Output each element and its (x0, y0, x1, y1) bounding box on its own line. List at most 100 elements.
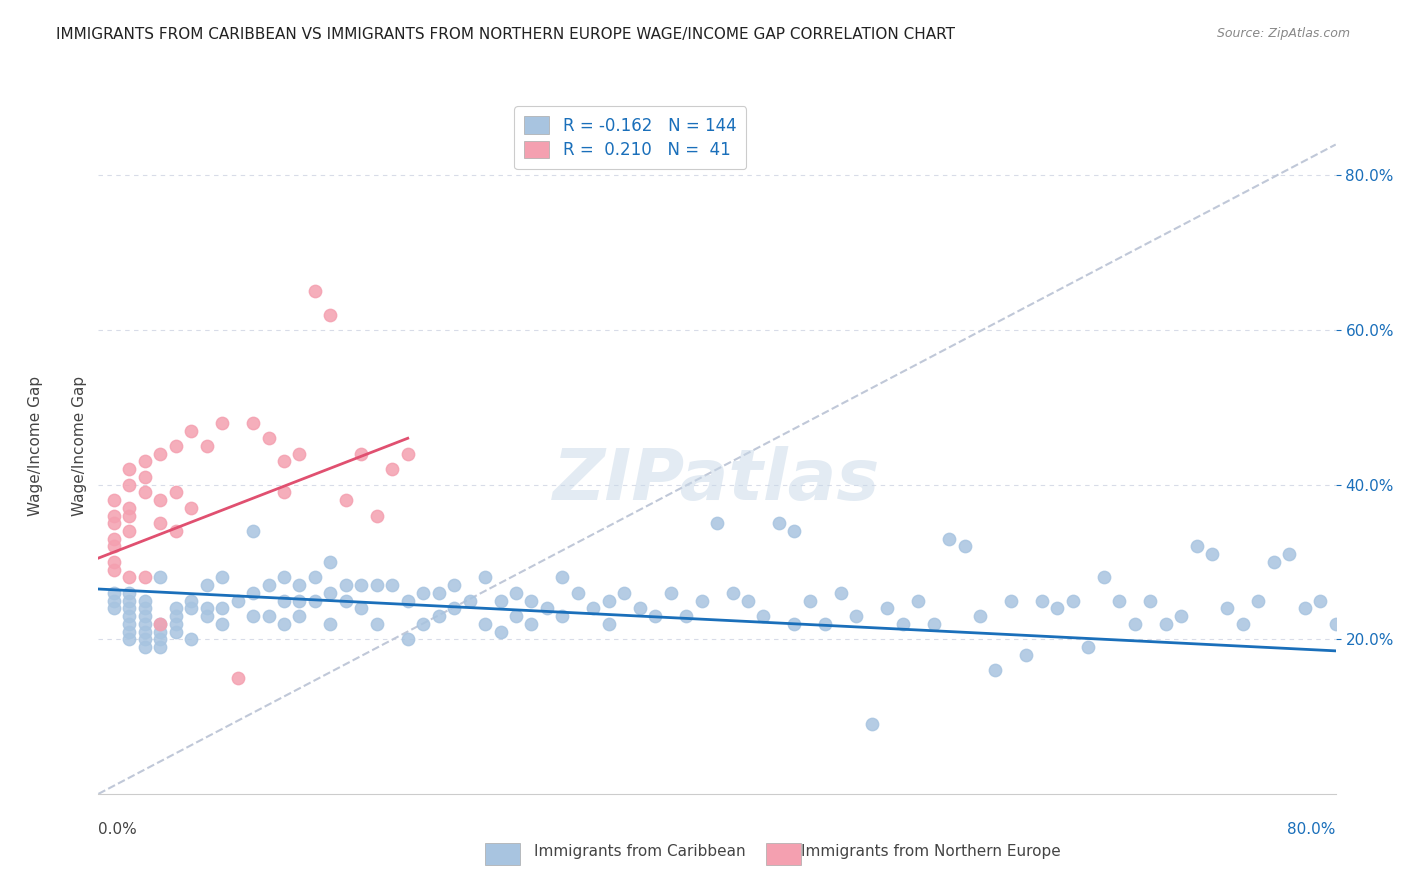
Point (134, 601, 156, 615)
Point (103, 593, 125, 607)
Point (304, 285, 326, 299)
Point (335, 578, 357, 592)
Point (1402, 616, 1406, 631)
Point (149, 616, 172, 631)
Point (1309, 593, 1331, 607)
Point (443, 578, 465, 592)
Point (180, 500, 202, 515)
Point (366, 508, 388, 523)
Point (1000, 593, 1022, 607)
Point (195, 578, 218, 592)
Point (288, 609, 311, 624)
Point (149, 616, 172, 631)
Point (226, 671, 249, 685)
Point (953, 540, 976, 554)
Point (288, 578, 311, 592)
Point (118, 624, 141, 639)
Point (628, 601, 651, 615)
Point (257, 431, 280, 445)
Point (1386, 609, 1406, 624)
Point (242, 586, 264, 600)
Point (149, 516, 172, 531)
Text: IMMIGRANTS FROM CARIBBEAN VS IMMIGRANTS FROM NORTHERN EUROPE WAGE/INCOME GAP COR: IMMIGRANTS FROM CARIBBEAN VS IMMIGRANTS … (56, 27, 955, 42)
Point (149, 632, 172, 647)
Point (118, 477, 141, 491)
Point (366, 578, 388, 592)
Point (103, 493, 125, 508)
Point (1031, 593, 1053, 607)
Point (1294, 601, 1316, 615)
Point (165, 616, 187, 631)
Point (1092, 570, 1115, 584)
Point (350, 601, 373, 615)
Point (381, 462, 404, 476)
Point (180, 424, 202, 438)
Point (134, 640, 156, 654)
Text: 80.0%: 80.0% (1288, 822, 1336, 837)
Point (907, 593, 929, 607)
Point (659, 586, 682, 600)
Point (350, 447, 373, 461)
Point (273, 485, 295, 500)
Point (165, 524, 187, 538)
Point (598, 616, 620, 631)
Point (319, 586, 342, 600)
Point (273, 616, 295, 631)
Point (396, 593, 419, 607)
Point (319, 308, 342, 322)
Point (211, 601, 233, 615)
Point (134, 570, 156, 584)
Point (118, 524, 141, 538)
Point (1077, 640, 1099, 654)
Point (304, 570, 326, 584)
Point (165, 609, 187, 624)
Point (103, 586, 125, 600)
Point (149, 624, 172, 639)
Point (412, 616, 434, 631)
Point (134, 485, 156, 500)
Point (984, 663, 1007, 677)
Point (118, 462, 141, 476)
Point (134, 454, 156, 468)
Point (1139, 593, 1161, 607)
Point (273, 454, 295, 468)
Point (319, 555, 342, 569)
Point (273, 593, 295, 607)
Point (721, 586, 744, 600)
Point (443, 601, 465, 615)
Point (1123, 616, 1146, 631)
Point (149, 493, 172, 508)
Point (1324, 616, 1347, 631)
Text: Wage/Income Gap: Wage/Income Gap (28, 376, 42, 516)
Point (273, 570, 295, 584)
Point (551, 609, 574, 624)
Point (1355, 540, 1378, 554)
Point (180, 601, 202, 615)
Point (505, 609, 527, 624)
Point (427, 609, 450, 624)
Text: Immigrants from Caribbean: Immigrants from Caribbean (534, 845, 747, 859)
Point (613, 586, 636, 600)
Point (830, 586, 852, 600)
Point (396, 632, 419, 647)
Point (118, 616, 141, 631)
Point (257, 578, 280, 592)
Point (103, 563, 125, 577)
Point (737, 593, 759, 607)
Point (134, 609, 156, 624)
Point (690, 593, 713, 607)
Point (381, 578, 404, 592)
Point (783, 616, 806, 631)
Point (226, 593, 249, 607)
Point (195, 601, 218, 615)
Point (814, 616, 837, 631)
Point (1015, 648, 1038, 662)
Point (938, 532, 960, 546)
Point (1371, 601, 1393, 615)
Legend: R = -0.162   N = 144, R =  0.210   N =  41: R = -0.162 N = 144, R = 0.210 N = 41 (515, 106, 747, 169)
Point (149, 570, 172, 584)
Point (149, 640, 172, 654)
Point (799, 593, 821, 607)
Text: 0.0%: 0.0% (98, 822, 138, 837)
Point (134, 632, 156, 647)
